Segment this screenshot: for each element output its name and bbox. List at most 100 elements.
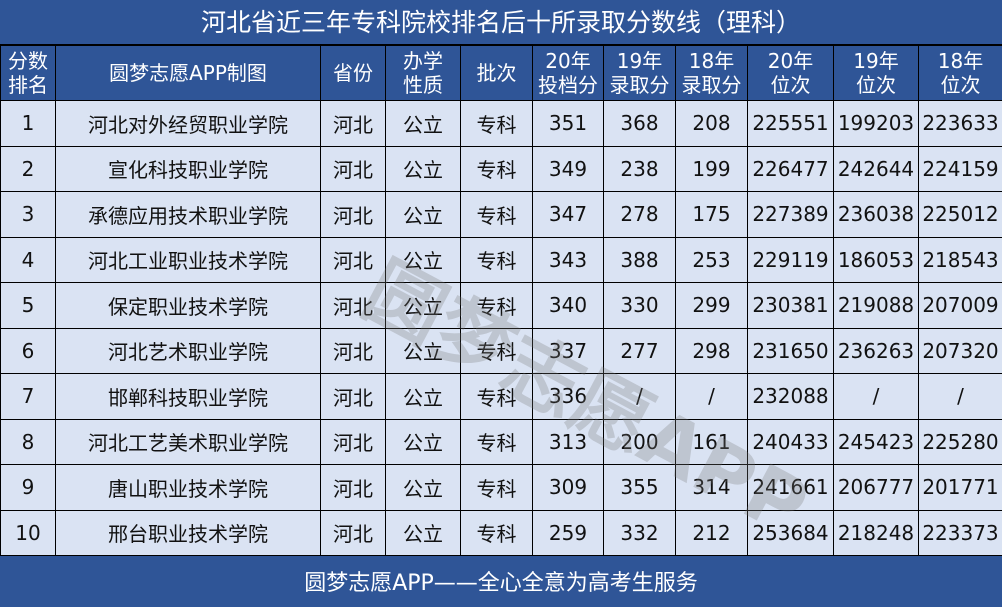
table-cell: 278 <box>603 191 676 238</box>
column-header: 办学 性质 <box>385 45 461 101</box>
table-cell: 公立 <box>385 464 461 511</box>
table-cell: 专科 <box>460 191 533 238</box>
table-cell: 225012 <box>918 191 1002 238</box>
table-cell: 河北艺术职业学院 <box>55 327 321 374</box>
table-cell: 219088 <box>833 282 919 329</box>
table-cell: 230381 <box>747 282 834 329</box>
table-cell: 河北 <box>320 327 386 374</box>
table-row: 4 河北工业职业技术学院 河北 公立 专科 343 388 253 229119 186053 21… <box>0 236 1002 283</box>
table-cell: 200 <box>603 418 676 465</box>
table-cell: / <box>603 373 676 420</box>
table-cell: 199 <box>675 145 748 192</box>
column-header: 20年 投档分 <box>532 45 604 101</box>
table-cell: 河北 <box>320 509 386 556</box>
score-table: 分数 排名 圆梦志愿APP制图 省份 办学 性质 批次 20年 投档分 19年 录取分 18年… <box>0 45 1002 556</box>
table-cell: 343 <box>532 236 604 283</box>
table-header-row: 分数 排名 圆梦志愿APP制图 省份 办学 性质 批次 20年 投档分 19年 录取分 18年… <box>0 45 1002 101</box>
table-cell: 2 <box>0 145 56 192</box>
table-row: 7 邯郸科技职业学院 河北 公立 专科 336//232088// <box>0 373 1002 420</box>
table-cell: 253 <box>675 236 748 283</box>
table-cell: / <box>918 373 1002 420</box>
table-cell: 承德应用技术职业学院 <box>55 191 321 238</box>
table-cell: 河北 <box>320 282 386 329</box>
table-cell: 207320 <box>918 327 1002 374</box>
table-cell: 229119 <box>747 236 834 283</box>
table-cell: 340 <box>532 282 604 329</box>
table-cell: 349 <box>532 145 604 192</box>
table-cell: 236263 <box>833 327 919 374</box>
table-cell: 277 <box>603 327 676 374</box>
table-cell: 238 <box>603 145 676 192</box>
table-cell: 河北 <box>320 464 386 511</box>
table-cell: 7 <box>0 373 56 420</box>
table-cell: 208 <box>675 100 748 147</box>
column-header: 18年 位次 <box>918 45 1002 101</box>
table-cell: 公立 <box>385 145 461 192</box>
table-cell: 专科 <box>460 418 533 465</box>
table-cell: / <box>675 373 748 420</box>
table-cell: 公立 <box>385 100 461 147</box>
table-cell: 河北工艺美术职业学院 <box>55 418 321 465</box>
table-cell: 专科 <box>460 282 533 329</box>
column-header: 19年 位次 <box>833 45 919 101</box>
table-cell: 388 <box>603 236 676 283</box>
table-cell: 207009 <box>918 282 1002 329</box>
table-cell: 公立 <box>385 418 461 465</box>
table-cell: 245423 <box>833 418 919 465</box>
table-cell: 225551 <box>747 100 834 147</box>
table-cell: 212 <box>675 509 748 556</box>
table-cell: 347 <box>532 191 604 238</box>
table-cell: 351 <box>532 100 604 147</box>
table-cell: 4 <box>0 236 56 283</box>
table-row: 6 河北艺术职业学院 河北 公立 专科 337 277 298 231650 236263 2073… <box>0 327 1002 374</box>
table-cell: 唐山职业技术学院 <box>55 464 321 511</box>
table-cell: 公立 <box>385 327 461 374</box>
table-cell: 259 <box>532 509 604 556</box>
table-cell: 231650 <box>747 327 834 374</box>
column-header: 19年 录取分 <box>603 45 676 101</box>
table-cell: 5 <box>0 282 56 329</box>
table-cell: 公立 <box>385 373 461 420</box>
table-cell: 224159 <box>918 145 1002 192</box>
column-header: 18年 录取分 <box>675 45 748 101</box>
table-cell: 邯郸科技职业学院 <box>55 373 321 420</box>
column-header: 分数 排名 <box>0 45 56 101</box>
table-cell: 336 <box>532 373 604 420</box>
table-cell: 330 <box>603 282 676 329</box>
table-cell: 240433 <box>747 418 834 465</box>
table-row: 3 承德应用技术职业学院 河北 公立 专科 347 278 175 227389 236038 22… <box>0 191 1002 238</box>
table-cell: 201771 <box>918 464 1002 511</box>
table-cell: 241661 <box>747 464 834 511</box>
table-cell: 10 <box>0 509 56 556</box>
table-cell: 专科 <box>460 373 533 420</box>
table-row: 5 保定职业技术学院 河北 公立 专科 340 330 299 230381 219088 2070… <box>0 282 1002 329</box>
table-cell: 6 <box>0 327 56 374</box>
table-cell: 1 <box>0 100 56 147</box>
table-cell: 公立 <box>385 236 461 283</box>
table-cell: 河北工业职业技术学院 <box>55 236 321 283</box>
column-header: 批次 <box>460 45 533 101</box>
table-cell: 河北 <box>320 191 386 238</box>
table-cell: / <box>833 373 919 420</box>
table-cell: 河北对外经贸职业学院 <box>55 100 321 147</box>
table-cell: 223373 <box>918 509 1002 556</box>
page-title: 河北省近三年专科院校排名后十所录取分数线（理科） <box>0 0 1002 45</box>
table-cell: 206777 <box>833 464 919 511</box>
table-cell: 175 <box>675 191 748 238</box>
table-cell: 218248 <box>833 509 919 556</box>
table-cell: 专科 <box>460 236 533 283</box>
table-cell: 河北 <box>320 100 386 147</box>
table-cell: 专科 <box>460 464 533 511</box>
table-row: 8 河北工艺美术职业学院 河北 公立 专科 313 200 161 240433 245423 22… <box>0 418 1002 465</box>
table-cell: 公立 <box>385 509 461 556</box>
table-cell: 河北 <box>320 236 386 283</box>
table-cell: 253684 <box>747 509 834 556</box>
table-cell: 313 <box>532 418 604 465</box>
table-cell: 保定职业技术学院 <box>55 282 321 329</box>
table-cell: 161 <box>675 418 748 465</box>
table-cell: 专科 <box>460 327 533 374</box>
table-cell: 232088 <box>747 373 834 420</box>
table-cell: 199203 <box>833 100 919 147</box>
table-row: 10 邢台职业技术学院 河北 公立 专科 259 332 212 253684 218248 223… <box>0 509 1002 556</box>
table-cell: 314 <box>675 464 748 511</box>
